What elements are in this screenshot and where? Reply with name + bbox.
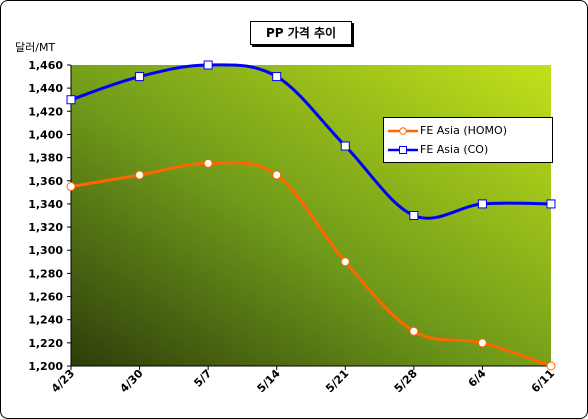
y-tick-label: 1,420	[28, 105, 63, 118]
y-tick-label: 1,460	[28, 59, 63, 72]
data-point-homo	[135, 170, 145, 180]
chart-legend: FE Asia (HOMO) FE Asia (CO)	[383, 117, 553, 163]
y-tick-label: 1,200	[28, 360, 63, 373]
data-point-homo	[546, 361, 556, 371]
legend-square-marker-icon	[388, 146, 418, 154]
data-point-homo	[409, 326, 419, 336]
data-point-homo	[66, 182, 76, 192]
y-tick-label: 1,240	[28, 314, 63, 327]
x-tick-label: 6/4	[466, 367, 489, 390]
series-line-co	[70, 63, 552, 220]
y-tick-label: 1,260	[28, 291, 63, 304]
y-tick-label: 1,440	[28, 82, 63, 95]
x-tick-label: 5/28	[392, 367, 420, 395]
data-point-homo	[340, 257, 350, 267]
y-axis-unit-label: 달러/MT	[15, 41, 56, 54]
y-tick-label: 1,320	[28, 221, 63, 234]
y-tick-label: 1,400	[28, 128, 63, 141]
data-point-homo	[477, 338, 487, 348]
data-point-co	[340, 141, 350, 151]
y-tick-label: 1,380	[28, 152, 63, 165]
x-tick-label: 5/14	[255, 367, 284, 396]
legend-circle-marker-icon	[388, 127, 418, 135]
x-tick-label: 5/7	[191, 367, 214, 390]
x-tick-label: 6/11	[529, 367, 557, 395]
data-point-homo	[203, 158, 213, 168]
y-tick-label: 1,280	[28, 267, 63, 280]
data-point-co	[546, 199, 556, 209]
legend-label-co: FE Asia (CO)	[420, 143, 489, 156]
x-tick-label: 4/30	[117, 367, 146, 396]
legend-item-co: FE Asia (CO)	[388, 143, 488, 157]
data-point-co	[66, 95, 76, 105]
y-tick-label: 1,300	[28, 244, 63, 257]
series-line-homo	[70, 161, 552, 368]
data-point-co	[135, 72, 145, 82]
data-point-homo	[272, 170, 282, 180]
legend-label-homo: FE Asia (HOMO)	[420, 124, 507, 137]
data-point-co	[203, 60, 213, 70]
y-tick-label: 1,220	[28, 337, 63, 350]
y-tick-label: 1,360	[28, 175, 63, 188]
data-point-co	[272, 72, 282, 82]
data-point-co	[409, 211, 419, 220]
data-point-co	[477, 199, 487, 209]
y-tick-label: 1,340	[28, 198, 63, 211]
legend-item-homo: FE Asia (HOMO)	[388, 124, 507, 138]
x-tick-label: 5/21	[323, 367, 351, 395]
chart-title: PP 가격 추이	[250, 21, 352, 45]
